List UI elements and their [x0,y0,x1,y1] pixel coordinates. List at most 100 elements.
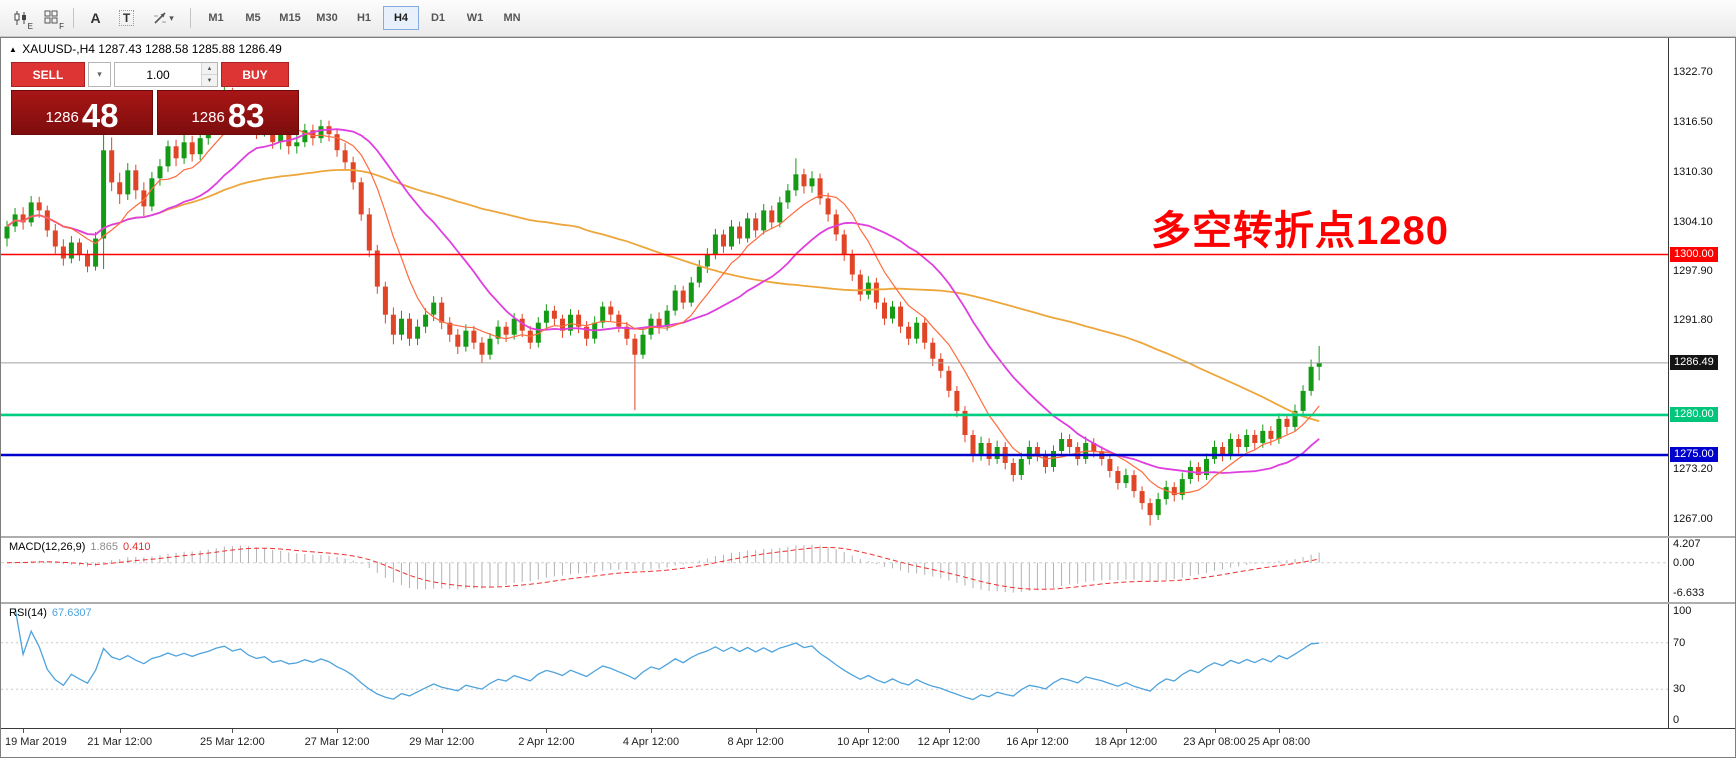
axis-tick: 1273.20 [1673,463,1713,476]
rsi-chart-canvas[interactable] [1,604,1669,728]
timeframe-button-m5[interactable]: M5 [245,12,261,24]
timeframe-button-w1[interactable]: W1 [466,12,484,24]
timeframe-button-mn[interactable]: MN [503,12,521,24]
time-tick [868,729,870,733]
timeframe-button-m1[interactable]: M1 [208,12,224,24]
buy-price-big: 83 [227,97,265,134]
macd-name: MACD(12,26,9) [9,541,86,553]
buy-quote-box[interactable]: 1286 83 [157,90,299,135]
ohlc-values: 1287.43 1288.58 1285.88 1286.49 [98,42,282,56]
axis-tick: 4.207 [1673,538,1701,550]
time-axis-label: 27 Mar 12:00 [304,736,370,748]
rsi-panel: RSI(14) 67.6307 100 70 30 0 [1,604,1735,728]
price-chart-canvas[interactable] [1,38,1669,536]
time-axis-label: 23 Apr 08:00 [1183,736,1246,748]
text-tool-icon[interactable]: A [90,10,101,26]
timeframe-button-d1[interactable]: D1 [430,12,446,24]
lot-spinners: ▲ ▼ [201,63,217,86]
time-tick [651,729,652,733]
tile-grid-icon[interactable]: F [37,4,66,32]
buy-button[interactable]: BUY [221,62,289,87]
axis-tick: 1322.70 [1673,66,1713,79]
time-axis-label: 8 Apr 12:00 [727,736,784,748]
macd-panel: MACD(12,26,9) 1.865 0.410 4.207 0.00 -6.633 [1,538,1735,602]
macd-chart-canvas[interactable] [1,538,1669,602]
sell-quote-box[interactable]: 1286 48 [11,90,153,135]
collapse-marker-icon[interactable]: ▲ [9,45,17,54]
rsi-name: RSI(14) [9,607,47,619]
macd-main-value: 1.865 [90,541,118,553]
caret-down-icon: ▾ [169,12,174,23]
time-tick [441,729,443,733]
rsi-axis[interactable]: 100 70 30 0 [1668,604,1735,728]
macd-signal-value: 0.410 [122,541,151,553]
top-toolbar: E F A T ▾ M1 M5 M15 M30 H1 H4 D1 W1 MN [0,0,1736,37]
axis-tick: 1291.80 [1673,314,1713,327]
axis-tick: 30 [1673,683,1686,696]
buy-price-prefix: 1286 [191,109,225,126]
axis-tick: -6.633 [1673,587,1705,599]
symbol-label: XAUUSD-,H4 [22,42,95,56]
cursor-glyph [154,12,167,24]
axis-tick: 1310.30 [1673,165,1713,178]
time-axis-label: 25 Apr 08:00 [1247,736,1311,748]
annotation-text[interactable]: 多空转折点1280 [1151,209,1449,253]
time-tick [119,729,121,733]
candlestick-glyph [14,11,26,25]
cursor-tool-icon[interactable]: ▾ [143,4,183,32]
axis-tick: 100 [1673,605,1692,617]
time-tick [755,729,757,733]
price-panel: ▲ XAUUSD-,H4 1287.43 1288.58 1285.88 128… [1,38,1735,536]
lot-size-input[interactable] [115,63,201,86]
time-tick [1125,729,1127,733]
spin-up-icon[interactable]: ▲ [202,63,217,75]
axis-tick: 1316.50 [1673,116,1713,129]
axis-tick: 70 [1673,636,1686,649]
macd-label: MACD(12,26,9) 1.865 0.410 [9,541,150,553]
template-tool-icon[interactable]: T [112,4,141,32]
axis-tick: 1297.90 [1673,265,1713,278]
spin-down-icon[interactable]: ▼ [202,75,217,86]
time-axis-label: 4 Apr 12:00 [622,736,680,748]
time-axis[interactable]: 19 Mar 2019 21 Mar 12:00 25 Mar 12:00 27 Ma… [1,728,1735,756]
sell-price-big: 48 [81,97,119,134]
time-axis-label: 25 Mar 12:00 [199,736,265,748]
time-tick [337,729,339,733]
lot-size-field: ▲ ▼ [114,62,218,87]
macd-axis[interactable]: 4.207 0.00 -6.633 [1668,538,1735,602]
axis-tick: 0 [1673,714,1680,726]
toolbar-separator [73,8,74,28]
time-tick [232,729,234,733]
panel-divider[interactable] [1,602,1735,604]
time-axis-label: 29 Mar 12:00 [409,736,475,748]
sell-button[interactable]: SELL [11,62,85,87]
grid-glyph [44,10,57,24]
rsi-value: 67.6307 [51,607,92,619]
time-tick [546,729,548,733]
timeframe-button-h1[interactable]: H1 [356,12,372,24]
axis-tick: 0.00 [1673,556,1695,569]
chart-window: ▲ XAUUSD-,H4 1287.43 1288.58 1285.88 128… [0,37,1736,758]
icon-badge: E [27,22,33,31]
timeframe-button-m15[interactable]: M15 [279,12,301,24]
timeframe-button-h4[interactable]: H4 [383,6,419,30]
one-click-trade-panel: SELL ▾ ▲ ▼ BUY 1286 48 1286 [11,62,299,135]
time-tick [948,729,950,733]
axis-tick: 1304.10 [1673,215,1713,228]
lot-dropdown-button[interactable]: ▾ [88,62,111,87]
panel-divider[interactable] [1,536,1735,538]
time-tick [1037,729,1039,733]
icon-badge: F [59,22,64,31]
price-axis[interactable]: 1322.70 1316.50 1310.30 1304.10 1297.90 1291.… [1668,38,1735,536]
time-axis-label: 18 Apr 12:00 [1094,736,1158,748]
time-axis-label: 2 Apr 12:00 [518,736,575,748]
time-axis-label: 10 Apr 12:00 [837,736,900,748]
time-axis-label: 16 Apr 12:00 [1006,736,1069,748]
price-badge: 1275.00 [1670,447,1718,462]
time-axis-label: 12 Apr 12:00 [917,736,981,748]
rsi-label: RSI(14) 67.6307 [9,607,92,619]
sell-price-prefix: 1286 [45,109,79,126]
chart-header: ▲ XAUUSD-,H4 1287.43 1288.58 1285.88 128… [9,42,282,56]
timeframe-button-m30[interactable]: M30 [316,12,338,24]
candlestick-chart-icon[interactable]: E [6,4,35,32]
